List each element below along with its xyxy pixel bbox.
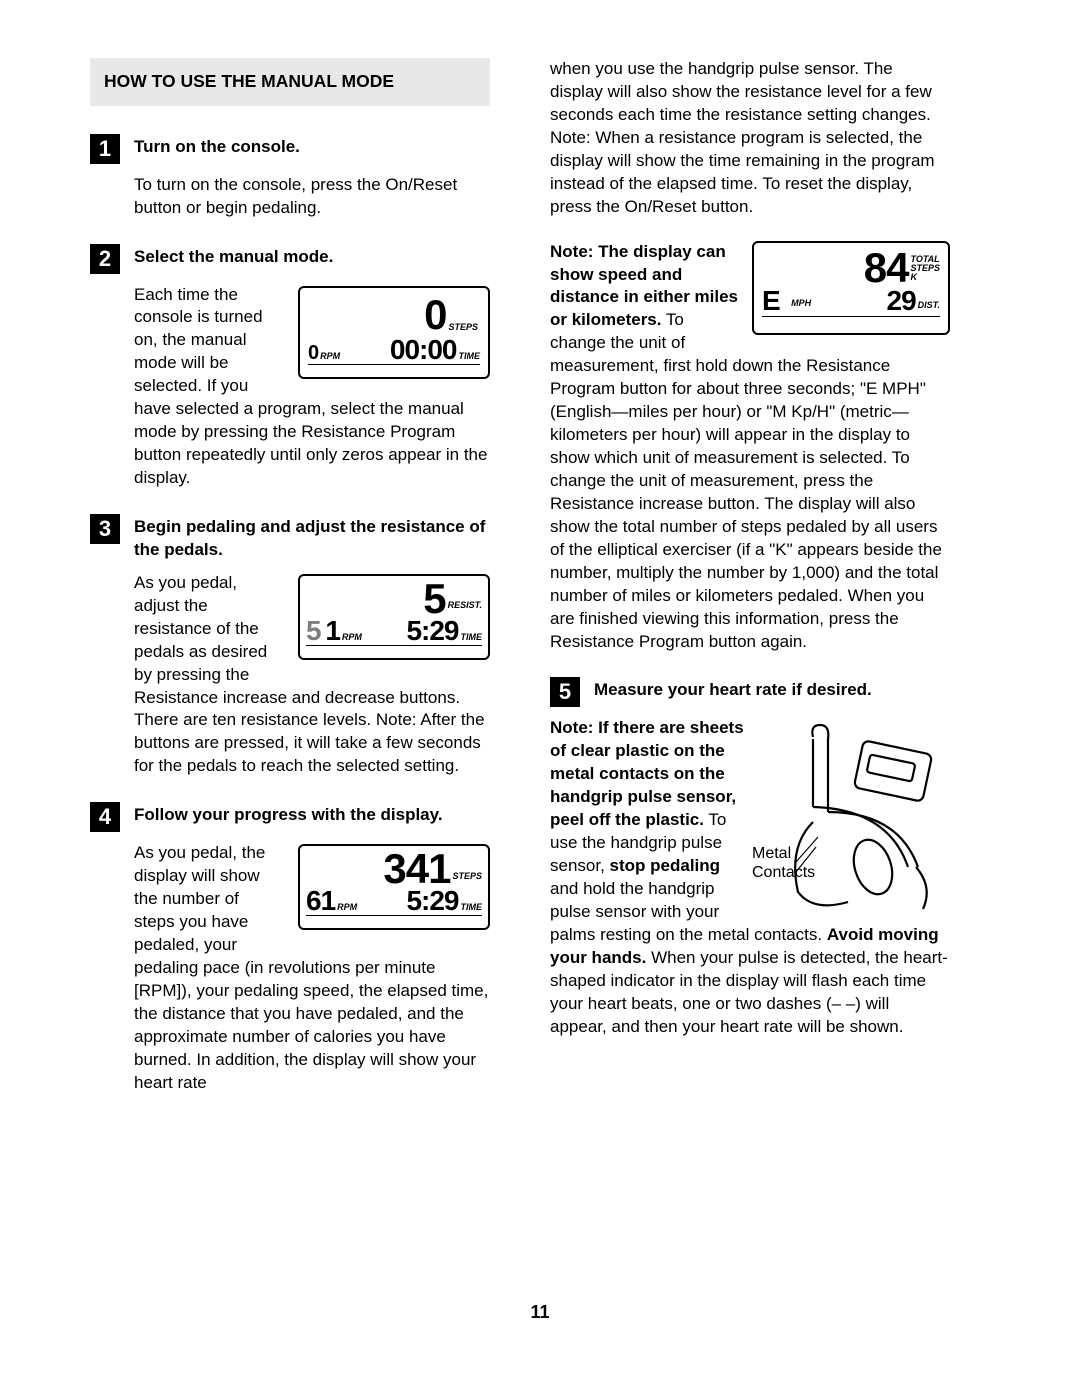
step-number: 4: [90, 802, 120, 832]
step-5: 5 Measure your heart rate if desired.: [550, 677, 950, 707]
step-title: Begin pedaling and adjust the resistance…: [134, 514, 490, 562]
step-number: 3: [90, 514, 120, 544]
step-title: Follow your progress with the display.: [134, 802, 443, 827]
right-column: when you use the handgrip pulse sensor. …: [550, 58, 950, 1119]
step-3: 3 Begin pedaling and adjust the resistan…: [90, 514, 490, 562]
step-number: 2: [90, 244, 120, 274]
lcd-display-units: 84 TOTAL STEPS K E MPH 29DIST.: [752, 241, 950, 335]
step-title: Select the manual mode.: [134, 244, 333, 269]
unit-block: 84 TOTAL STEPS K E MPH 29DIST. Note: The…: [550, 241, 950, 654]
step-2: 2 Select the manual mode.: [90, 244, 490, 274]
section-header: HOW TO USE THE MANUAL MODE: [90, 58, 490, 106]
step-4: 4 Follow your progress with the display.: [90, 802, 490, 832]
equipment-illustration: MetalContacts: [758, 717, 950, 915]
step-1: 1 Turn on the console.: [90, 134, 490, 164]
lcd-display-zeros: 0STEPS 0RPM 00:00TIME: [298, 286, 490, 380]
step-title: Measure your heart rate if desired.: [594, 677, 872, 702]
left-column: HOW TO USE THE MANUAL MODE 1 Turn on the…: [90, 58, 490, 1119]
step-body: To turn on the console, press the On/Res…: [134, 174, 490, 220]
step-number: 1: [90, 134, 120, 164]
page-number: 11: [0, 1302, 1080, 1323]
top-paragraph: when you use the handgrip pulse sensor. …: [550, 58, 950, 219]
step-5-body: MetalContacts Note: If there are sheets …: [550, 717, 950, 1038]
step-number: 5: [550, 677, 580, 707]
step-title: Turn on the console.: [134, 134, 300, 159]
metal-contacts-label: MetalContacts: [752, 845, 815, 882]
step-2-body: 0STEPS 0RPM 00:00TIME Each time the cons…: [134, 284, 490, 490]
lcd-display-resist: 5RESIST. 5 1RPM 5:29TIME: [298, 574, 490, 660]
step-3-body: 5RESIST. 5 1RPM 5:29TIME As you pedal, a…: [134, 572, 490, 778]
step-4-body: 341STEPS 61RPM 5:29TIME As you pedal, th…: [134, 842, 490, 1094]
lcd-display-steps: 341STEPS 61RPM 5:29TIME: [298, 844, 490, 930]
